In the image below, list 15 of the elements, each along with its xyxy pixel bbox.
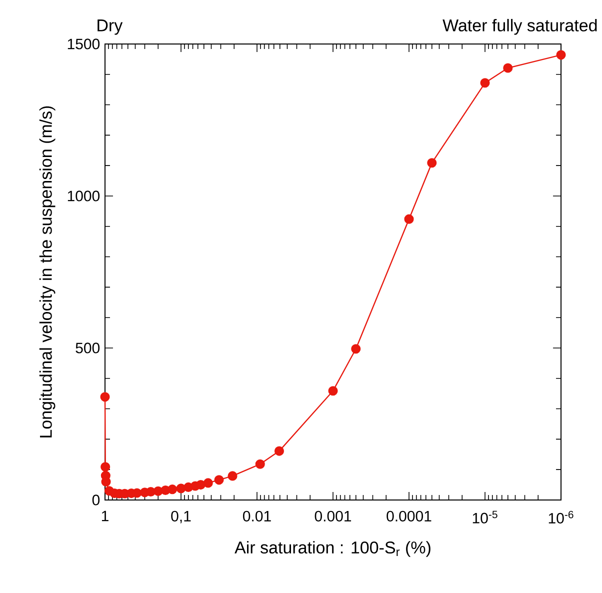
- x-tick-label: 0.01: [243, 510, 271, 522]
- y-tick-label: 0: [92, 494, 100, 506]
- y-tick-label: 1500: [68, 38, 100, 50]
- x-axis-title: Air saturation : 100-S$_{r}$ (%): [234, 541, 430, 557]
- x-tick-label: 1: [102, 510, 108, 522]
- y-tick-label: 500: [76, 342, 100, 354]
- text: Water fully saturated: [442, 18, 597, 35]
- y-axis-title: Longitudinal velocity in the suspension (m/s): [39, 106, 56, 438]
- x-tick-label: 0.0001: [386, 510, 432, 522]
- x-tick-label: 0.001: [314, 510, 352, 522]
- x-tick-label: 10$^{-6}$: [548, 510, 574, 524]
- y-tick-label: 1000: [68, 190, 100, 202]
- x-tick-label: 10$^{-5}$: [472, 510, 498, 524]
- x-tick-label: 0,1: [171, 510, 191, 524]
- text: Dry: [98, 20, 123, 35]
